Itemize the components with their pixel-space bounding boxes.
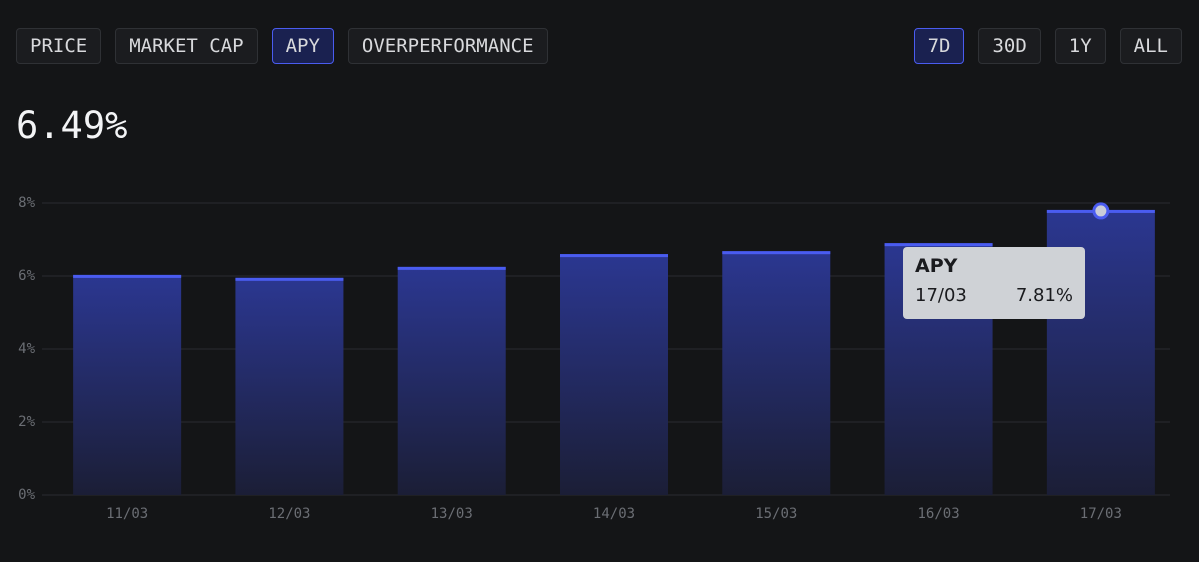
bar-cap [884, 243, 993, 247]
x-tick-label: 15/03 [755, 506, 797, 522]
y-tick-label: 6% [18, 268, 35, 284]
tooltip-category: 17/03 [915, 285, 967, 306]
headline-value: 6.49% [16, 104, 128, 147]
tab-button[interactable]: OVERPERFORMANCE [347, 28, 548, 64]
tab-button[interactable]: 7D [913, 28, 965, 64]
x-tick-label: 17/03 [1080, 506, 1122, 522]
tooltip: APY 17/03 7.81% [903, 247, 1085, 319]
bar [722, 251, 831, 495]
bar-cap [73, 274, 182, 278]
y-tick-label: 2% [18, 414, 35, 430]
y-tick-label: 4% [18, 341, 35, 357]
tooltip-title: APY [915, 255, 958, 277]
x-tick-label: 13/03 [431, 506, 473, 522]
bar-cap [722, 251, 831, 255]
tab-button[interactable]: ALL [1119, 28, 1182, 64]
tooltip-value: 7.81% [1015, 285, 1073, 306]
bar [73, 274, 182, 495]
tab-button[interactable]: 1Y [1054, 28, 1106, 64]
bar [235, 277, 344, 495]
x-tick-label: 14/03 [593, 506, 635, 522]
tab-button[interactable]: APY [271, 28, 334, 64]
tab-button[interactable]: 30D [978, 28, 1041, 64]
metric-tabs: PRICE MARKET CAP APY OVERPERFORMANCE [16, 28, 548, 64]
x-tick-label: 11/03 [106, 506, 148, 522]
y-tick-label: 8% [18, 195, 35, 211]
x-tick-label: 12/03 [268, 506, 310, 522]
tooltip-row: 17/03 7.81% [915, 285, 1073, 306]
tab-button[interactable]: PRICE [16, 28, 102, 64]
bar-cap [397, 266, 506, 270]
bar [397, 266, 506, 495]
hover-dot [1092, 202, 1110, 220]
y-tick-label: 0% [18, 487, 35, 503]
bar-cap [235, 277, 344, 281]
tab-button[interactable]: MARKET CAP [115, 28, 258, 64]
bar [560, 254, 668, 495]
range-tabs: 7D 30D 1Y ALL [913, 28, 1182, 64]
bar-cap [560, 254, 668, 258]
x-tick-label: 16/03 [917, 506, 959, 522]
